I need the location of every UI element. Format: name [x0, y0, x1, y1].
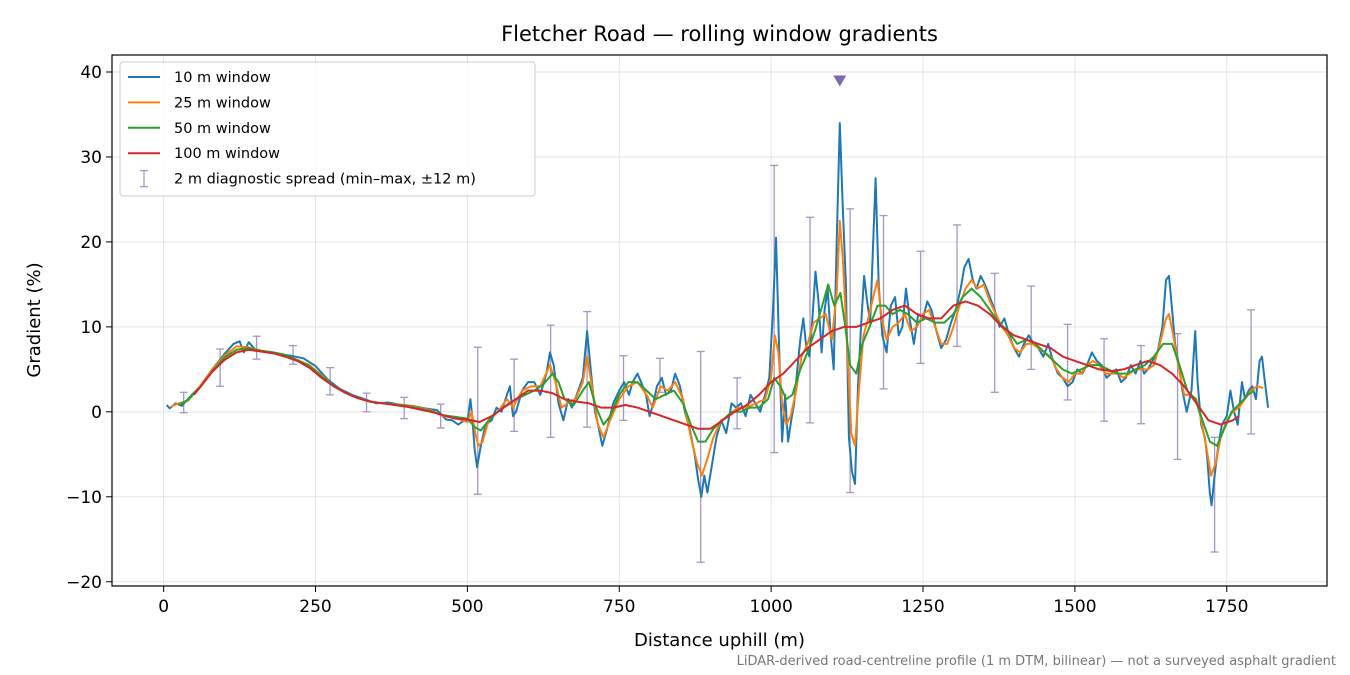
y-tick-label: 0	[91, 403, 102, 423]
spread-error-bar	[1137, 344, 1146, 425]
legend-label: 50 m window	[174, 121, 271, 137]
legend-errorbar-swatch	[140, 169, 148, 188]
spread-error-bar	[252, 335, 261, 360]
legend-label: 10 m window	[174, 70, 271, 86]
chart-title: Fletcher Road — rolling window gradients	[501, 22, 938, 46]
spread-error-bar	[770, 164, 779, 454]
legend-box	[119, 61, 536, 197]
spread-error-bar	[1210, 436, 1219, 553]
plot-frame	[111, 54, 1328, 587]
spread-error-bar	[1247, 309, 1256, 435]
y-tick-label: 30	[80, 148, 102, 168]
spread-error-bar	[916, 250, 925, 365]
spread-error-bar	[216, 348, 225, 387]
legend: 10 m window 25 m window 50 m window 100 m w…	[119, 61, 536, 197]
spread-error-bar	[400, 396, 409, 420]
peak-marker-layer	[833, 75, 847, 87]
spread-error-bar	[990, 272, 999, 393]
series-lines	[165, 122, 1270, 507]
spread-error-bar	[733, 377, 742, 430]
y-tick-label: −20	[66, 573, 102, 593]
spread-error-bar	[879, 214, 888, 390]
x-tick-label: 1250	[901, 597, 944, 617]
series-line-4	[193, 300, 1240, 430]
spread-error-bar	[806, 216, 815, 424]
legend-label: 25 m window	[174, 95, 271, 111]
y-tick-label: 10	[80, 318, 102, 338]
spread-error-bar	[546, 324, 555, 438]
spread-error-bar	[953, 224, 962, 348]
x-tick-label: 500	[451, 597, 483, 617]
spread-error-bar	[696, 350, 705, 563]
spread-error-bar	[436, 403, 445, 429]
spread-error-bar	[289, 344, 298, 365]
spread-error-bar	[1100, 338, 1109, 422]
x-tick-label: 250	[299, 597, 331, 617]
x-tick-label: 1750	[1205, 597, 1248, 617]
axis-ticks: 0 250 500 750 1000 1250 1500 1750 −20 −10 0 10 20 30 4…	[66, 63, 1248, 617]
footnote: LiDAR-derived road-centreline profile (1…	[737, 654, 1336, 669]
spread-error-bar	[362, 392, 371, 413]
x-axis-title: Distance uphill (m)	[634, 630, 805, 651]
x-tick-label: 750	[603, 597, 635, 617]
y-tick-label: 20	[80, 233, 102, 253]
y-tick-label: −10	[66, 488, 102, 508]
y-tick-label: 40	[80, 63, 102, 83]
x-tick-label: 0	[158, 597, 169, 617]
legend-label: 100 m window	[174, 146, 280, 162]
x-tick-label: 1500	[1053, 597, 1096, 617]
legend-label: 2 m diagnostic spread (min–max, ±12 m)	[174, 172, 476, 188]
spread-error-bar	[1063, 323, 1072, 401]
spread-error-bar	[510, 358, 519, 433]
y-axis-title: Gradient (%)	[24, 262, 45, 377]
peak-marker	[833, 75, 847, 87]
x-tick-label: 1000	[750, 597, 793, 617]
spread-error-bar	[1027, 285, 1036, 371]
